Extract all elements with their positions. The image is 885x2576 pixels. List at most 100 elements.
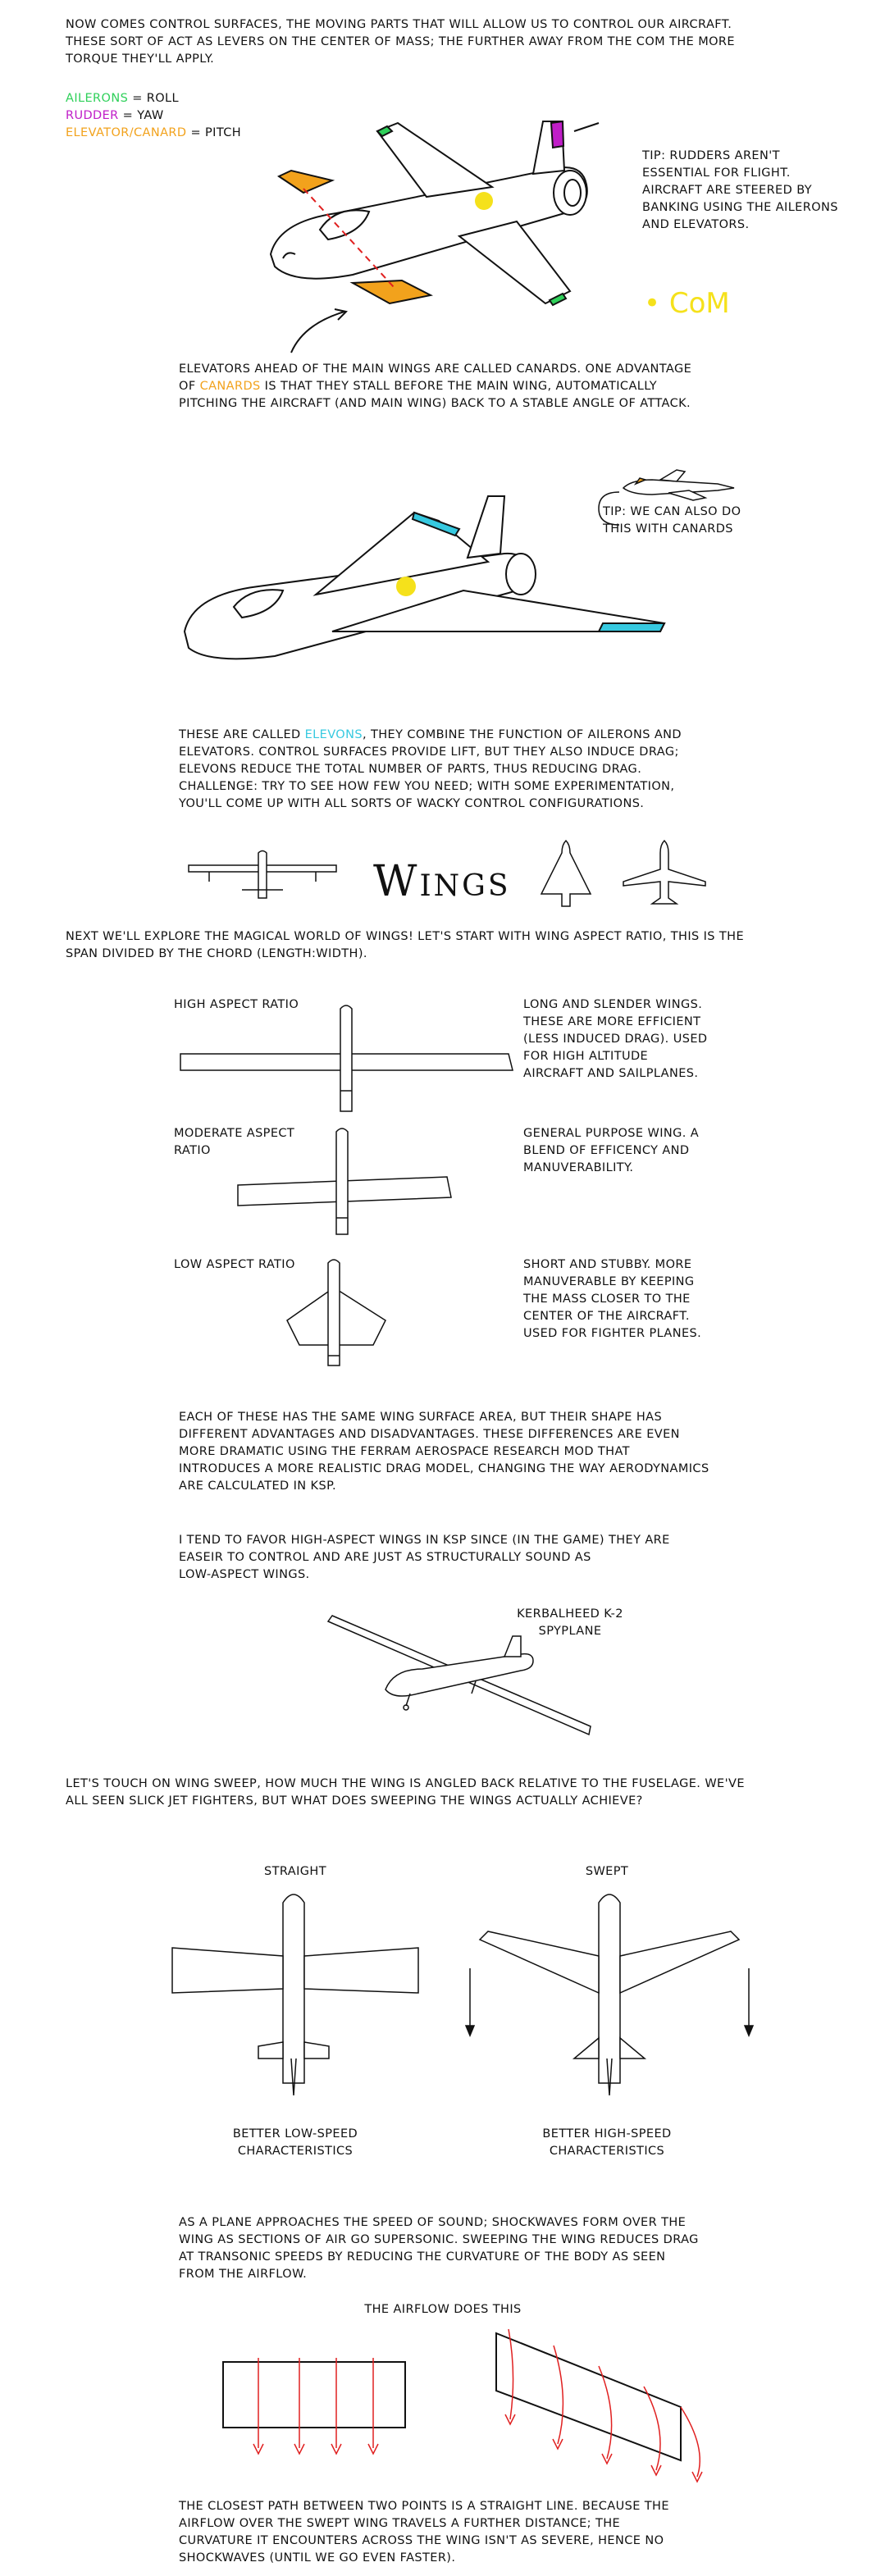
aspect-desc-line: manuverable by keeping bbox=[523, 1275, 695, 1288]
canopy-shape bbox=[320, 210, 369, 239]
surface-area-line: Each of these has the same wing surface … bbox=[179, 1411, 663, 1424]
canards-line: Elevators ahead of the main wings are ca… bbox=[179, 362, 692, 376]
engine-nozzle bbox=[506, 554, 536, 595]
wings-header-plane-1 bbox=[185, 849, 340, 906]
legend-ailerons-label: Ailerons bbox=[66, 92, 129, 105]
aspect-label-moderate: Moderate aspect ratio bbox=[174, 1125, 294, 1160]
elevons-text: These are called bbox=[179, 728, 305, 741]
canard-upper bbox=[279, 171, 332, 193]
sound-line: As a plane approaches the speed of sound… bbox=[179, 2216, 687, 2229]
control-surfaces-plane-illustration bbox=[246, 98, 640, 328]
surface-area-line: introduces a more realistic drag model, … bbox=[179, 1462, 709, 1475]
aspect-intro-line: Next we'll explore the magical world of … bbox=[66, 930, 745, 943]
closest-line: shockwaves (until we go even faster). bbox=[179, 2551, 456, 2565]
rudder-surface bbox=[551, 121, 563, 148]
tip-canards-bracket bbox=[591, 488, 623, 529]
swept-caption: Better high-speed characteristics bbox=[513, 2126, 701, 2160]
legend-rudder: Rudder = Yaw bbox=[66, 107, 241, 125]
wings-title: Wings bbox=[373, 857, 511, 906]
aspect-label-line: High aspect ratio bbox=[174, 998, 299, 1011]
elevons-text: , they combine the function of ailerons … bbox=[362, 728, 682, 741]
aspect-desc-line: the mass closer to the bbox=[523, 1293, 691, 1306]
aspect-desc-low: Short and stubby. More manuverable by ke… bbox=[523, 1256, 701, 1343]
nose-detail bbox=[283, 253, 295, 258]
tip-line: Tip: Rudders aren't bbox=[642, 149, 780, 162]
aspect-desc-line: aircraft and sailplanes. bbox=[523, 1067, 699, 1080]
engine-inner bbox=[564, 180, 581, 206]
swept-caption-line: Better high-speed bbox=[542, 2127, 672, 2141]
legend-elevator: Elevator/Canard = Pitch bbox=[66, 125, 241, 142]
closest-paragraph: The closest path between two points is a… bbox=[179, 2498, 669, 2567]
legend-ailerons: Ailerons = Roll bbox=[66, 90, 241, 107]
canopy-shape bbox=[234, 590, 283, 618]
straight-caption: Better low-speed characteristics bbox=[201, 2126, 390, 2160]
straight-caption-line: characteristics bbox=[237, 2145, 354, 2158]
legend-rudder-label: Rudder bbox=[66, 109, 119, 122]
center-of-mass-dot bbox=[396, 577, 416, 596]
aspect-desc-moderate: General purpose wing. A blend of efficen… bbox=[523, 1125, 699, 1177]
airflow-straight-wing-diagram bbox=[221, 2358, 410, 2469]
aileron-upper bbox=[377, 126, 392, 136]
straight-caption-line: Better low-speed bbox=[232, 2127, 358, 2141]
aspect-desc-line: center of the aircraft. bbox=[523, 1310, 690, 1323]
aspect-desc-line: (less induced drag). Used bbox=[523, 1033, 708, 1046]
spyplane-label: Kerbalheed K-2 Spyplane bbox=[492, 1606, 648, 1640]
elevons-line: elevons reduce the total number of parts… bbox=[179, 763, 642, 776]
swept-caption-line: characteristics bbox=[549, 2145, 665, 2158]
legend-ailerons-eq: = Roll bbox=[128, 92, 179, 105]
airflow-swept-wing-diagram bbox=[492, 2329, 714, 2481]
intro-line: Now comes control surfaces, the moving p… bbox=[66, 18, 732, 31]
aspect-desc-line: These are more efficient bbox=[523, 1015, 701, 1028]
low-aspect-wing-diagram bbox=[283, 1259, 390, 1374]
engine-nozzle bbox=[554, 171, 586, 215]
swept-title: Swept bbox=[585, 1865, 629, 1878]
sweep-intro-line: Let's touch on wing sweep, how much the … bbox=[66, 1777, 745, 1790]
tip-line: and elevators. bbox=[642, 218, 750, 231]
aspect-desc-high: Long and slender wings. These are more e… bbox=[523, 996, 707, 1083]
aspect-desc-line: Short and stubby. More bbox=[523, 1258, 692, 1271]
rudder-pointer-arrow bbox=[574, 123, 599, 131]
aspect-label-line: Low aspect ratio bbox=[174, 1258, 295, 1271]
aspect-desc-line: manuverability. bbox=[523, 1161, 634, 1174]
sweep-intro-line: all seen slick jet fighters, but what do… bbox=[66, 1794, 643, 1808]
aspect-label-high: High aspect ratio bbox=[174, 996, 299, 1014]
fuselage-shape bbox=[271, 167, 587, 279]
canard-lower bbox=[353, 280, 431, 303]
swept-wing-plane bbox=[463, 1886, 759, 2100]
elevons-paragraph: These are called Elevons, they combine t… bbox=[179, 727, 682, 813]
aspect-desc-line: blend of efficency and bbox=[523, 1144, 690, 1157]
sound-line: at transonic speeds by reducing the curv… bbox=[179, 2250, 666, 2264]
canard-tip-plane-sketch bbox=[619, 463, 742, 504]
favor-line: easeir to control and are just as struct… bbox=[179, 1551, 591, 1564]
elevon-lower bbox=[599, 623, 664, 631]
intro-line: These sort of act as levers on the cente… bbox=[66, 35, 735, 48]
elevons-line: you'll come up with all sorts of wacky c… bbox=[179, 797, 645, 810]
sound-paragraph: As a plane approaches the speed of sound… bbox=[179, 2214, 699, 2283]
wings-header-plane-3 bbox=[619, 837, 709, 910]
closest-line: curvature it encounters across the wing … bbox=[179, 2534, 664, 2547]
favor-line: I tend to favor high-aspect wings in KSP… bbox=[179, 1534, 670, 1547]
canards-line: pitching the aircraft (and main wing) ba… bbox=[179, 397, 691, 410]
canards-text: is that they stall before the main wing,… bbox=[260, 380, 658, 393]
moderate-aspect-wing-diagram bbox=[234, 1128, 455, 1242]
elevons-line: elevators. Control surfaces provide lift… bbox=[179, 745, 679, 759]
sweep-intro-paragraph: Let's touch on wing sweep, how much the … bbox=[66, 1776, 745, 1810]
tip-rudder-note: Tip: Rudders aren't essential for flight… bbox=[642, 148, 838, 234]
tip-line: Tip: We can also do bbox=[603, 505, 741, 518]
elevons-line: These are called Elevons, they combine t… bbox=[179, 727, 682, 744]
canards-line: of canards is that they stall before the… bbox=[179, 378, 691, 395]
com-label: • CoM bbox=[644, 287, 730, 320]
intro-line: torque they'll apply. bbox=[66, 52, 215, 66]
spyplane-label-line: Kerbalheed K-2 bbox=[517, 1607, 623, 1621]
surface-area-line: more dramatic using the Ferram Aerospace… bbox=[179, 1445, 630, 1458]
aspect-intro-paragraph: Next we'll explore the magical world of … bbox=[66, 928, 744, 963]
tail-fin bbox=[468, 496, 504, 558]
aspect-intro-line: span divided by the chord (length:width)… bbox=[66, 947, 367, 960]
aspect-label-low: Low aspect ratio bbox=[174, 1256, 295, 1274]
tip-line: this with canards bbox=[603, 522, 733, 536]
tip-canards-note: Tip: We can also do this with canards bbox=[603, 504, 741, 538]
tip-line: Aircraft are steered by bbox=[642, 184, 813, 197]
intro-paragraph: Now comes control surfaces, the moving p… bbox=[66, 16, 735, 68]
legend-elevator-label: Elevator/Canard bbox=[66, 126, 187, 139]
spyplane-label-line: Spyplane bbox=[538, 1625, 602, 1638]
